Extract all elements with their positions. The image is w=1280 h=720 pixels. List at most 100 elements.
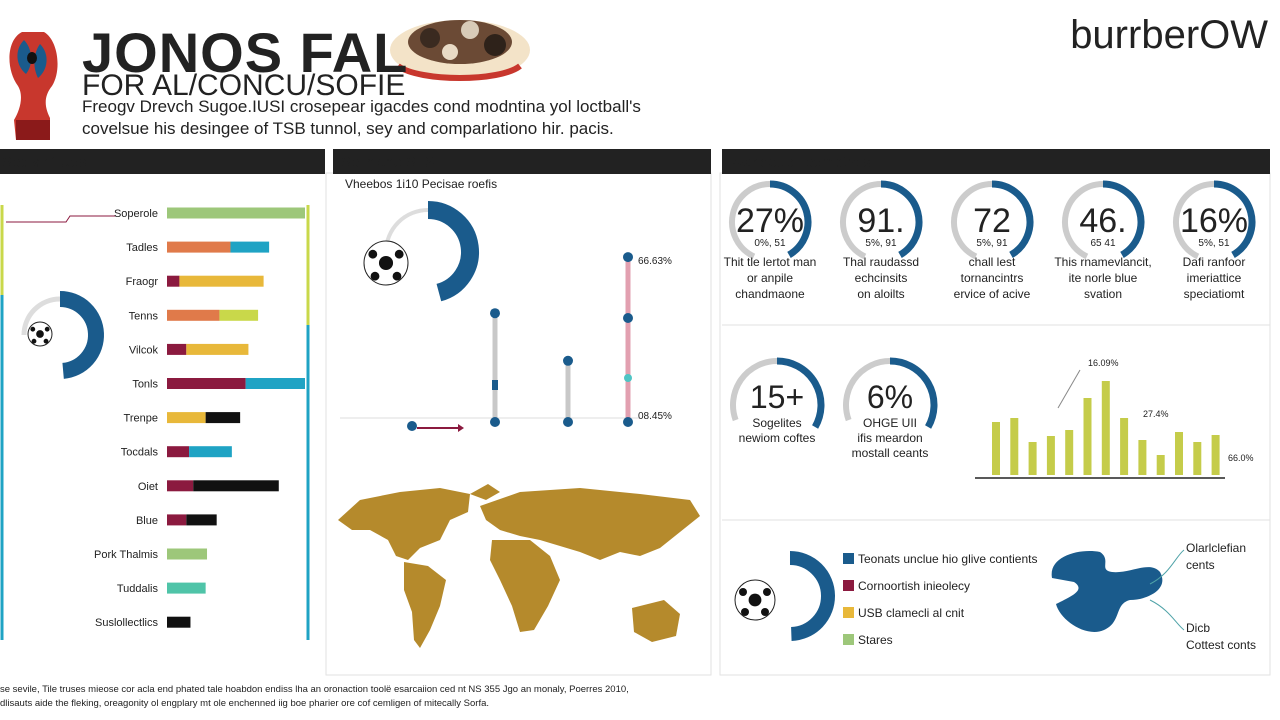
- bar: [1101, 381, 1110, 475]
- callout-label: Olarlclefian: [1186, 541, 1246, 555]
- bar-segment: [219, 309, 259, 321]
- stat-value: 27%: [736, 202, 804, 240]
- callout-label: cents: [1186, 558, 1215, 572]
- ball-patch: [31, 338, 37, 344]
- gauge-arc: [1102, 180, 1145, 258]
- annotation: 16.09%: [1088, 358, 1119, 368]
- gauge-arc: [1213, 180, 1256, 258]
- footer-text: se sevile, Tile truses mieose cor acla e…: [0, 684, 629, 695]
- stat-value: 16%: [1180, 202, 1248, 240]
- lollipop-dot: [623, 252, 633, 263]
- gauge-track: [843, 358, 891, 422]
- legend-swatch: [843, 553, 854, 564]
- title: JONOS FAL: [82, 21, 408, 84]
- callout-label: Dicb: [1186, 621, 1210, 635]
- bar: [1065, 430, 1074, 475]
- category-label: Fraogr: [126, 276, 159, 288]
- bar: [1211, 435, 1220, 475]
- donut-arc: [789, 551, 835, 641]
- stat-value: 6%: [867, 379, 913, 415]
- stat-text: ifis meardon: [857, 431, 922, 445]
- legend-label: Teonats unclue hio glive contients: [858, 552, 1037, 566]
- gauge-arc: [889, 357, 938, 429]
- stat-text: OHGE UII: [863, 416, 917, 430]
- ball-patch: [368, 249, 378, 259]
- gauge-arc: [880, 180, 923, 258]
- gauge-track: [840, 181, 882, 260]
- bar-segment: [179, 275, 264, 287]
- stat-sub: 5%, 91: [976, 238, 1008, 249]
- ball-patch: [36, 330, 44, 338]
- ball-patch: [739, 588, 747, 596]
- gauge-track: [21, 296, 61, 336]
- ball-patch: [370, 271, 380, 281]
- bar: [1175, 432, 1183, 475]
- bar: [1010, 418, 1019, 475]
- lollipop-dot: [563, 355, 573, 366]
- donut-arc: [427, 201, 479, 302]
- stat-text: tornancintrs: [961, 271, 1024, 285]
- stat-sub: 65 41: [1090, 238, 1115, 249]
- bar-segment: [167, 582, 206, 594]
- callout-label: Cottest conts: [1186, 638, 1256, 652]
- ball-patch: [378, 255, 394, 271]
- bar: [1156, 455, 1165, 475]
- gauge-arc: [776, 357, 825, 429]
- stat-text: echcinsits: [855, 271, 908, 285]
- world-map: [338, 484, 700, 648]
- callout-line: [1149, 549, 1185, 585]
- ball-patch: [748, 593, 762, 607]
- stat-value: 46.: [1079, 202, 1126, 240]
- stat-text: chandmaone: [735, 287, 805, 301]
- bar-segment: [167, 616, 191, 628]
- ball-patch: [392, 271, 402, 281]
- stat-sub: 0%, 51: [754, 238, 786, 249]
- bar-segment: [167, 378, 246, 389]
- bar-segment: [167, 343, 187, 355]
- bar-segment: [205, 412, 241, 424]
- category-label: Oiet: [138, 481, 158, 493]
- category-label: Tonls: [132, 379, 158, 391]
- bar: [1028, 442, 1037, 475]
- legend-label: USB clamecli al cnit: [858, 606, 965, 620]
- bar-segment: [230, 241, 270, 253]
- bar-segment: [167, 309, 220, 321]
- stat-text: mostall ceants: [852, 446, 929, 460]
- stat-value: 72: [973, 202, 1011, 240]
- bar: [992, 422, 1000, 475]
- stat-text: Dafi ranfoor: [1183, 255, 1246, 269]
- bar-segment: [167, 514, 187, 526]
- bar-segment: [167, 446, 190, 458]
- bar-segment: [245, 378, 305, 389]
- bar-segment: [167, 480, 194, 492]
- stat-sub: 5%, 91: [865, 238, 897, 249]
- stat-value: 15+: [750, 379, 804, 415]
- bar-segment: [167, 207, 305, 219]
- stat-text: speciatiomt: [1184, 287, 1245, 301]
- ball-patch: [761, 608, 769, 616]
- panel-header: [0, 149, 325, 174]
- annotation: 27.4%: [1143, 409, 1169, 419]
- bar-segment: [167, 548, 208, 560]
- legend-label: Stares: [858, 633, 893, 647]
- bar: [1193, 442, 1202, 475]
- gauge-track: [729, 181, 771, 260]
- lollipop-base: [623, 417, 633, 427]
- stat-text: Thit tle lertot man: [724, 255, 817, 269]
- marker: [492, 380, 498, 390]
- description: Freogv Drevch Sugoe.IUSI crosepear igacd…: [82, 97, 641, 116]
- bar-segment: [186, 514, 217, 526]
- panel-header: [722, 149, 1270, 174]
- annotation: 08.45%: [638, 411, 672, 422]
- arrow-head: [458, 424, 464, 432]
- logo: [9, 32, 58, 140]
- legend-label: Cornoortish inieolecy: [858, 579, 970, 593]
- gauge-track: [1173, 181, 1215, 260]
- brand: burrberOW: [1070, 13, 1268, 57]
- bar: [1083, 398, 1092, 475]
- panel-title: Sedisint Ues: [2, 154, 86, 171]
- category-label: Blue: [136, 515, 158, 527]
- stat-text: Thal raudassd: [843, 255, 919, 269]
